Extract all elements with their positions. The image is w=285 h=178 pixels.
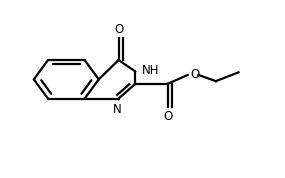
Text: O: O <box>114 23 123 36</box>
Text: NH: NH <box>142 64 159 77</box>
Text: O: O <box>163 109 172 122</box>
Text: O: O <box>190 68 199 81</box>
Text: N: N <box>113 103 121 116</box>
